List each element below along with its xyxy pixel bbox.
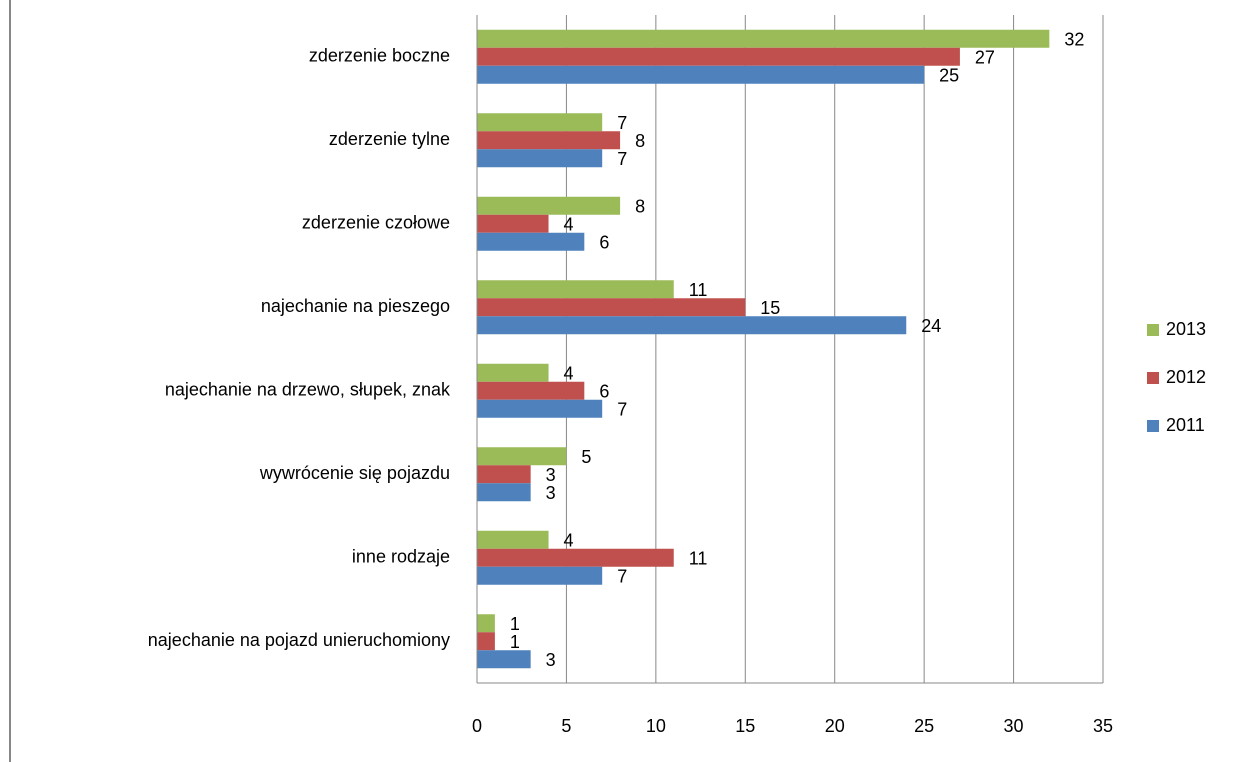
bar (477, 363, 549, 382)
y-tick-label: zderzenie boczne (309, 46, 450, 66)
y-tick-label: zderzenie czołowe (302, 213, 450, 233)
data-label: 7 (617, 400, 627, 420)
bar (477, 47, 960, 66)
x-tick-label: 15 (735, 716, 755, 736)
data-label: 4 (564, 531, 574, 551)
bar (477, 280, 674, 299)
bar (477, 149, 603, 168)
bar (477, 548, 674, 567)
data-label: 15 (760, 298, 780, 318)
x-tick-label: 10 (646, 716, 666, 736)
x-tick-label: 20 (825, 716, 845, 736)
data-label: 8 (635, 197, 645, 217)
data-label: 24 (921, 316, 941, 336)
bar (477, 483, 531, 502)
bar (477, 632, 495, 651)
y-tick-label: najechanie na pieszego (261, 296, 450, 316)
bar (477, 381, 585, 400)
bar (477, 232, 585, 251)
bar (477, 131, 621, 150)
data-label: 6 (599, 233, 609, 253)
legend-swatch (1147, 324, 1159, 336)
x-tick-label: 0 (472, 716, 482, 736)
data-label: 6 (599, 382, 609, 402)
x-tick-label: 5 (561, 716, 571, 736)
data-label: 4 (564, 215, 574, 235)
bar (477, 465, 531, 484)
y-tick-label: wywrócenie się pojazdu (259, 463, 450, 483)
legend-swatch (1147, 420, 1159, 432)
data-label: 7 (617, 149, 627, 169)
data-label: 4 (564, 364, 574, 384)
x-tick-label: 30 (1004, 716, 1024, 736)
bar (477, 113, 603, 132)
x-tick-label: 25 (914, 716, 934, 736)
data-label: 7 (617, 113, 627, 133)
bar (477, 614, 495, 633)
bar (477, 447, 567, 466)
bar (477, 399, 603, 418)
y-tick-label: inne rodzaje (352, 547, 450, 567)
bar (477, 29, 1050, 48)
data-label: 27 (975, 48, 995, 68)
data-label: 1 (510, 614, 520, 634)
data-label: 25 (939, 66, 959, 86)
bar (477, 65, 925, 84)
bar (477, 566, 603, 585)
data-label: 32 (1064, 30, 1084, 50)
y-tick-label: najechanie na pojazd unieruchomiony (148, 630, 450, 650)
legend-label: 2013 (1166, 319, 1206, 339)
data-label: 1 (510, 632, 520, 652)
legend-label: 2012 (1166, 367, 1206, 387)
data-label: 3 (546, 465, 556, 485)
data-label: 11 (689, 549, 708, 569)
data-label: 11 (689, 280, 708, 300)
data-label: 3 (546, 650, 556, 670)
y-tick-label: zderzenie tylne (329, 129, 450, 149)
y-tick-label: najechanie na drzewo, słupek, znak (165, 380, 451, 400)
legend-swatch (1147, 372, 1159, 384)
data-label: 3 (546, 483, 556, 503)
bar (477, 650, 531, 669)
data-label: 8 (635, 131, 645, 151)
data-label: 7 (617, 567, 627, 587)
bar (477, 196, 621, 215)
bar (477, 316, 907, 335)
data-label: 5 (581, 447, 591, 467)
bar (477, 530, 549, 549)
legend-label: 2011 (1166, 415, 1205, 435)
bar (477, 214, 549, 233)
x-tick-label: 35 (1093, 716, 1113, 736)
bar (477, 298, 746, 317)
